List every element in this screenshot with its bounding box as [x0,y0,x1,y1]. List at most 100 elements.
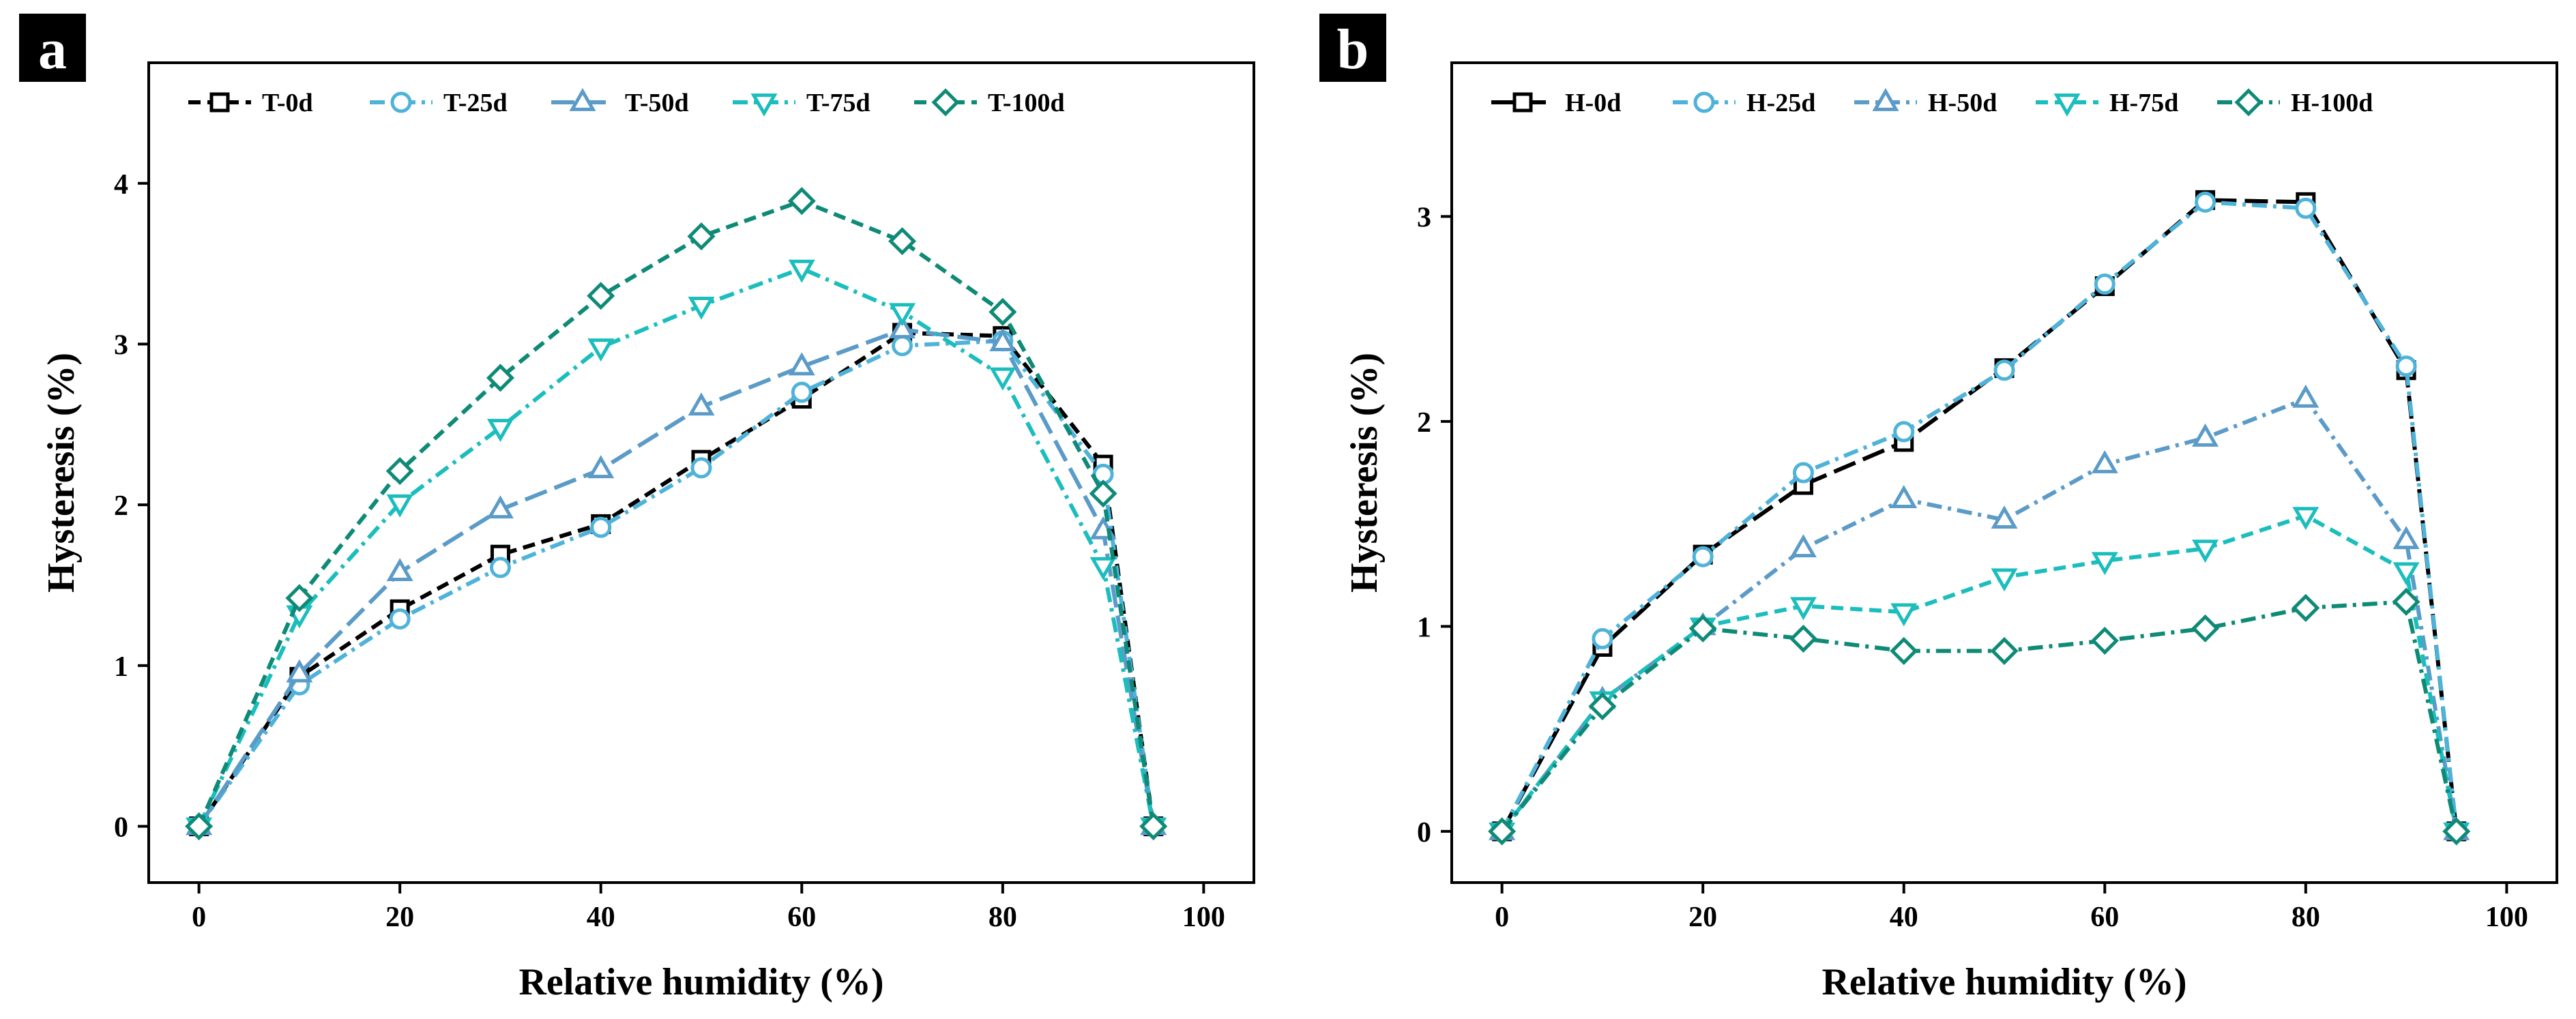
data-point [1991,568,2018,592]
panel-label: a [38,18,67,81]
legend-item: T-100d [914,88,1065,117]
legend-label: T-50d [625,89,689,117]
legend-label: T-25d [443,89,508,117]
x-axis-title: Relative humidity (%) [518,961,883,1003]
data-point [1792,462,1814,484]
x-tick-label: 60 [787,902,816,933]
y-tick-label: 2 [1417,407,1431,439]
y-tick-label: 3 [1417,202,1431,233]
x-tick-label: 80 [989,902,1017,933]
legend-item: H-100d [2217,88,2373,117]
data-point [2094,274,2116,295]
x-tick-label: 100 [1182,902,1225,933]
legend: H-0d H-25d H-50d H-75d H-100d [1491,87,2373,117]
legend-marker [2053,93,2081,117]
data-point [787,187,816,216]
legend-item: T-75d [733,89,870,117]
data-point [587,338,615,362]
x-axis-title: Relative humidity (%) [1821,961,2186,1003]
data-point [687,222,716,251]
data-point [486,364,514,392]
data-point [185,812,214,841]
legend-item: H-25d [1673,89,1815,117]
series-t-100d [185,187,1168,841]
x-tick-label: 100 [2485,902,2528,933]
data-point [1789,534,1817,558]
series-line [1499,200,2459,833]
data-point [688,392,715,416]
data-point [989,297,1017,326]
legend-marker [390,91,412,113]
data-point [489,557,511,578]
data-point [590,516,612,538]
data-point [2392,562,2420,586]
y-axis-title: Hysteresis (%) [40,353,83,593]
legend-marker [750,93,778,117]
legend-label: H-75d [2109,89,2178,117]
data-point [2195,191,2216,213]
data-point [892,335,913,357]
legend-marker [209,92,230,113]
data-point [889,315,916,339]
legend-item: H-0d [1491,89,1621,117]
panel-label: b [1337,18,1369,81]
data-point [788,259,815,283]
legend-marker [2234,88,2263,117]
data-point [386,558,413,582]
legend-label: H-50d [1928,89,1997,117]
data-point [385,457,414,486]
data-point [888,227,917,256]
data-point [989,367,1016,391]
data-point [2091,449,2118,473]
data-point [1688,614,1717,643]
legend-item: T-25d [370,89,508,117]
data-point [1592,627,1613,649]
data-point [486,419,514,443]
data-point [791,381,813,403]
data-point [2292,507,2319,531]
data-point [1890,485,1918,508]
legend-item: H-75d [2036,89,2178,117]
data-point [2191,614,2220,643]
legend-label: H-100d [2291,89,2373,117]
x-tick-label: 80 [2292,902,2320,933]
data-point [2192,423,2219,447]
x-tick-label: 60 [2090,902,2119,933]
x-tick-label: 40 [1890,902,1918,933]
data-point [2292,593,2320,622]
legend-item: T-50d [551,87,689,117]
data-point [2392,526,2420,550]
legend-marker [569,87,596,111]
legend-marker [1693,91,1715,113]
data-point [2295,197,2317,219]
y-axis-title: Hysteresis (%) [1343,353,1386,593]
data-point [1789,597,1817,621]
data-point [1692,546,1714,567]
data-point [1089,479,1117,508]
x-tick-label: 0 [1495,902,1509,933]
data-point [1893,421,1915,443]
series-line [197,338,1156,828]
legend-marker [931,88,960,117]
y-tick-label: 0 [1417,817,1431,848]
legend-label: T-0d [262,89,313,117]
data-point [1990,636,2019,665]
legend-label: T-100d [988,89,1065,117]
plot-frame [147,61,1255,884]
panel-label-box [19,14,86,82]
x-tick-label: 20 [385,902,414,933]
data-point [1890,603,1918,627]
data-point [2192,540,2219,563]
data-point [286,659,313,683]
data-point [285,584,314,612]
data-point [386,494,413,518]
data-point [389,608,411,630]
data-point [690,457,712,479]
y-tick-label: 2 [114,490,128,522]
legend-item: H-50d [1854,87,1997,117]
data-point [486,495,514,519]
series-h-100d [1488,587,2471,846]
data-point [2442,817,2471,846]
legend-marker [1872,87,1899,111]
